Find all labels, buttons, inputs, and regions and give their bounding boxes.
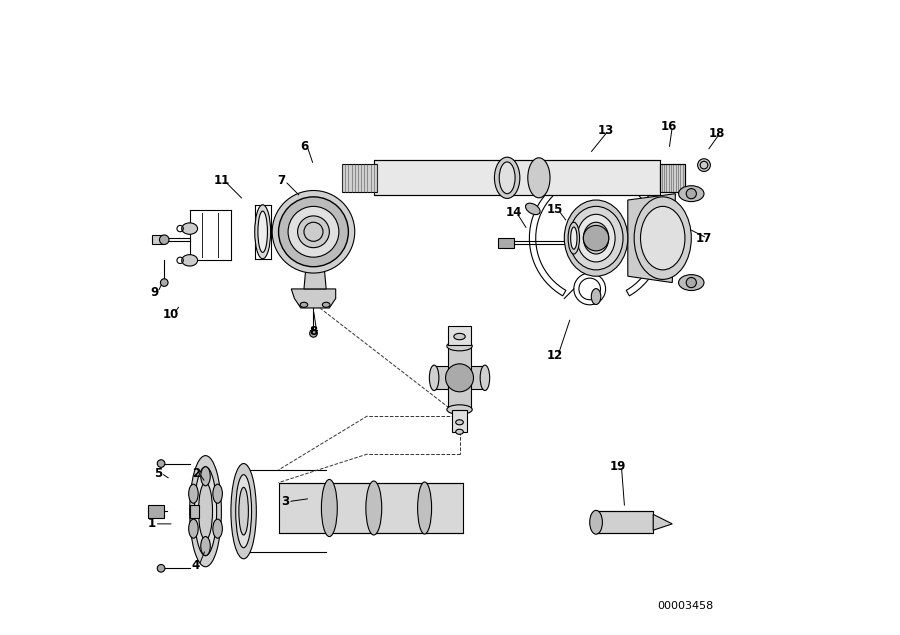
Ellipse shape bbox=[213, 519, 222, 538]
Ellipse shape bbox=[160, 279, 168, 286]
Circle shape bbox=[686, 277, 697, 288]
Ellipse shape bbox=[590, 511, 602, 534]
Ellipse shape bbox=[182, 223, 198, 234]
Ellipse shape bbox=[446, 342, 472, 351]
Ellipse shape bbox=[201, 537, 211, 556]
Ellipse shape bbox=[194, 467, 217, 556]
Ellipse shape bbox=[591, 288, 601, 304]
Text: 9: 9 bbox=[150, 286, 158, 298]
Text: 5: 5 bbox=[154, 467, 162, 479]
Ellipse shape bbox=[213, 484, 222, 503]
Ellipse shape bbox=[679, 275, 704, 291]
Ellipse shape bbox=[199, 483, 212, 540]
Text: 17: 17 bbox=[696, 232, 712, 244]
Text: 15: 15 bbox=[546, 203, 563, 216]
Ellipse shape bbox=[231, 464, 256, 559]
Ellipse shape bbox=[158, 460, 165, 467]
Ellipse shape bbox=[258, 211, 267, 252]
Bar bbox=[660, 163, 685, 192]
Ellipse shape bbox=[571, 227, 577, 250]
Ellipse shape bbox=[577, 215, 615, 262]
Bar bbox=[448, 346, 471, 410]
Ellipse shape bbox=[418, 482, 432, 534]
Ellipse shape bbox=[236, 475, 252, 547]
Text: 13: 13 bbox=[598, 124, 614, 137]
Bar bbox=[374, 160, 660, 196]
Bar bbox=[596, 511, 653, 533]
Circle shape bbox=[288, 206, 339, 257]
Ellipse shape bbox=[429, 365, 439, 391]
Ellipse shape bbox=[189, 484, 198, 503]
Ellipse shape bbox=[494, 157, 520, 198]
Circle shape bbox=[279, 197, 348, 267]
Bar bbox=[660, 163, 685, 192]
Ellipse shape bbox=[481, 365, 490, 391]
Circle shape bbox=[583, 225, 608, 251]
Ellipse shape bbox=[583, 222, 608, 254]
Text: 18: 18 bbox=[708, 127, 725, 140]
Bar bbox=[434, 366, 485, 389]
Text: 6: 6 bbox=[300, 140, 308, 152]
Ellipse shape bbox=[698, 159, 710, 171]
Ellipse shape bbox=[527, 158, 550, 198]
Ellipse shape bbox=[679, 185, 704, 201]
Bar bbox=[151, 235, 164, 244]
Ellipse shape bbox=[446, 405, 472, 414]
Bar bbox=[190, 505, 199, 518]
Ellipse shape bbox=[159, 235, 169, 244]
Bar bbox=[279, 483, 463, 533]
Ellipse shape bbox=[455, 420, 464, 425]
Bar bbox=[452, 410, 467, 432]
Text: 7: 7 bbox=[278, 175, 286, 187]
Text: 10: 10 bbox=[163, 308, 179, 321]
Polygon shape bbox=[628, 194, 675, 283]
Ellipse shape bbox=[564, 200, 628, 276]
Ellipse shape bbox=[190, 456, 221, 566]
Ellipse shape bbox=[641, 206, 685, 270]
Circle shape bbox=[446, 364, 473, 392]
Ellipse shape bbox=[300, 302, 308, 307]
Text: 8: 8 bbox=[310, 325, 318, 338]
Circle shape bbox=[686, 189, 697, 199]
Ellipse shape bbox=[500, 162, 515, 194]
Text: 2: 2 bbox=[192, 467, 200, 479]
Text: 11: 11 bbox=[213, 175, 230, 187]
Bar bbox=[498, 238, 514, 248]
Ellipse shape bbox=[238, 488, 248, 535]
Ellipse shape bbox=[652, 203, 667, 215]
Ellipse shape bbox=[182, 255, 198, 266]
Bar bbox=[342, 163, 377, 192]
Circle shape bbox=[298, 216, 329, 248]
Circle shape bbox=[272, 190, 355, 273]
Ellipse shape bbox=[634, 197, 691, 279]
Ellipse shape bbox=[255, 204, 271, 259]
Text: 3: 3 bbox=[281, 495, 289, 508]
Text: 1: 1 bbox=[148, 518, 156, 530]
Text: 12: 12 bbox=[546, 349, 562, 362]
Polygon shape bbox=[292, 289, 336, 308]
Ellipse shape bbox=[569, 206, 623, 270]
Ellipse shape bbox=[321, 479, 338, 537]
Text: 16: 16 bbox=[661, 121, 678, 133]
Ellipse shape bbox=[454, 333, 465, 340]
Ellipse shape bbox=[366, 481, 382, 535]
Text: 14: 14 bbox=[505, 206, 522, 219]
Ellipse shape bbox=[310, 330, 318, 337]
Ellipse shape bbox=[201, 467, 211, 486]
Ellipse shape bbox=[568, 222, 580, 254]
Bar bbox=[148, 505, 164, 518]
Ellipse shape bbox=[526, 203, 540, 215]
Polygon shape bbox=[653, 514, 672, 530]
Polygon shape bbox=[304, 254, 326, 289]
Ellipse shape bbox=[189, 519, 198, 538]
Ellipse shape bbox=[455, 429, 464, 434]
Bar bbox=[448, 326, 471, 345]
Text: 4: 4 bbox=[192, 559, 200, 572]
Text: 19: 19 bbox=[610, 460, 626, 473]
Text: 00003458: 00003458 bbox=[657, 601, 713, 612]
Ellipse shape bbox=[158, 565, 165, 572]
Ellipse shape bbox=[322, 302, 330, 307]
